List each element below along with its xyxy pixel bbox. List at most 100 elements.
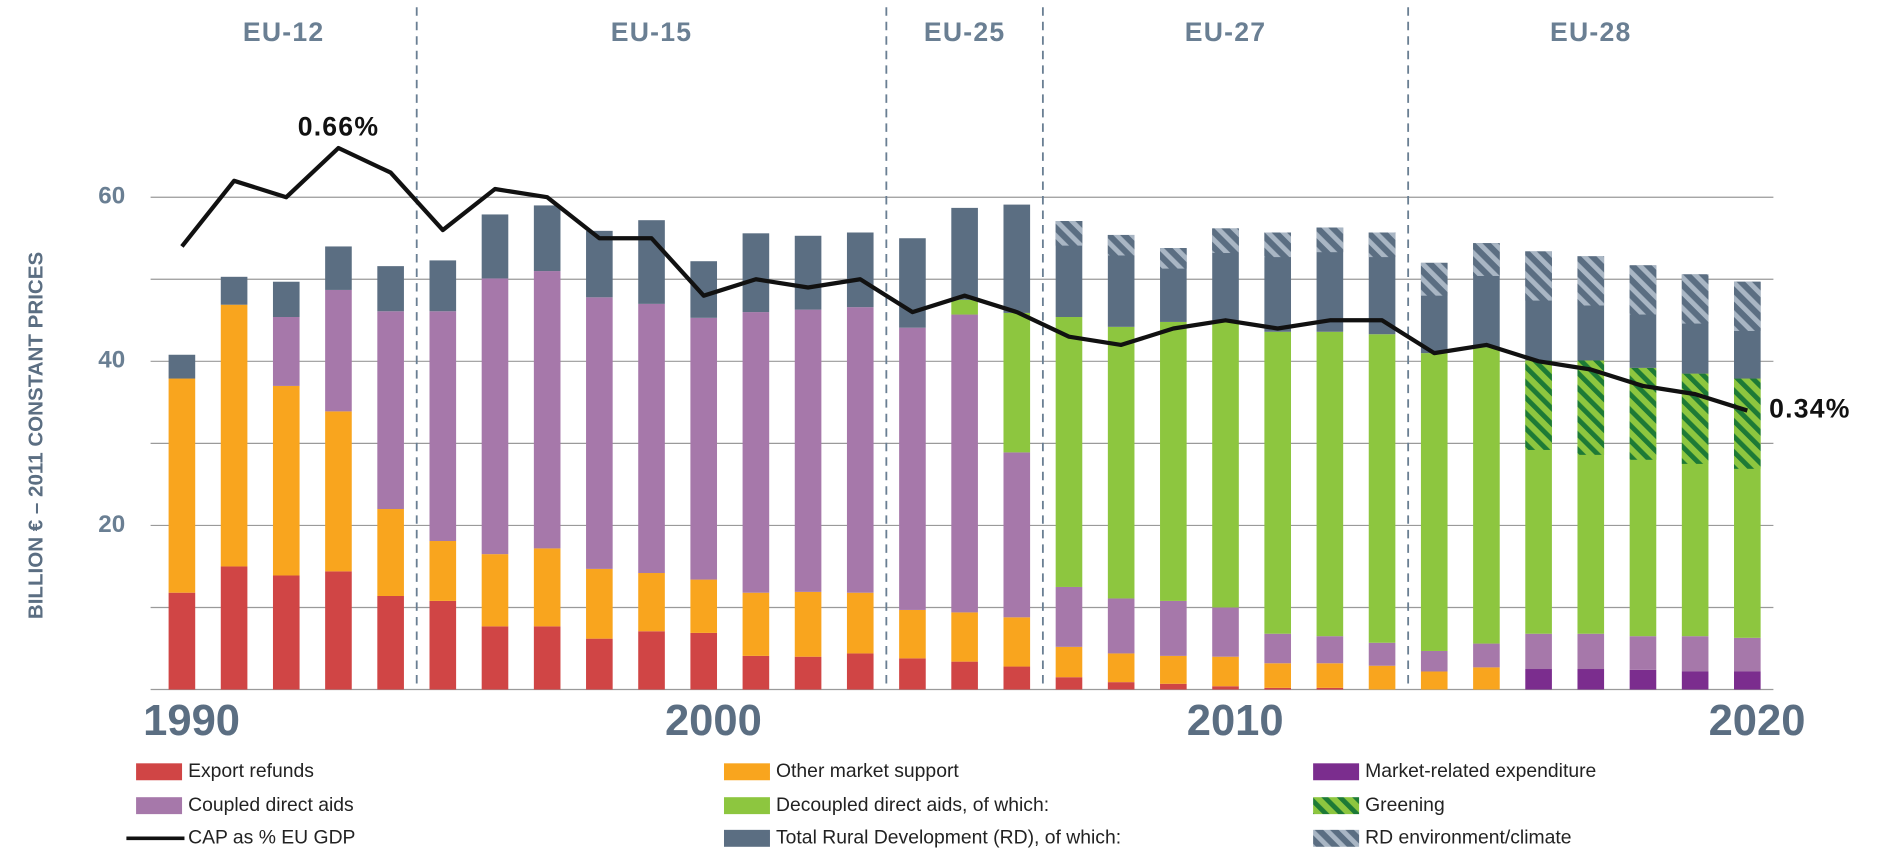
bar-segment	[1055, 317, 1083, 587]
legend-swatch	[136, 763, 183, 781]
bar-segment-hatched	[1055, 221, 1083, 246]
bar-segment-hatched	[1264, 232, 1292, 258]
bar-segment-hatched	[1577, 256, 1605, 306]
bar-segment	[429, 541, 457, 601]
bar-segment	[1577, 669, 1605, 690]
bar-segment	[533, 271, 561, 549]
legend-swatch	[723, 829, 770, 847]
legend-swatch	[136, 797, 183, 815]
bar-segment-hatched	[1734, 378, 1761, 469]
bar-segment-hatched	[1107, 234, 1135, 256]
bar-segment	[1264, 331, 1292, 634]
legend-swatch	[1313, 829, 1360, 847]
bar-segment	[899, 658, 926, 690]
bar-segment	[1212, 320, 1239, 608]
bar-segment-hatched	[1316, 227, 1344, 253]
bar-segment	[1525, 633, 1552, 670]
bar-segment	[1473, 667, 1500, 690]
bar-segment	[742, 592, 770, 656]
bar-segment-hatched	[1420, 262, 1448, 296]
bar-segment	[1525, 669, 1552, 690]
bar-segment	[1316, 663, 1344, 688]
bar-segment-hatched	[1160, 248, 1187, 269]
bar-segment	[586, 568, 613, 639]
bar-segment	[1368, 665, 1396, 690]
bar-segment-hatched	[1525, 251, 1552, 301]
legend-label: Market-related expenditure	[1365, 760, 1596, 782]
legend-label: Coupled direct aids	[188, 794, 354, 816]
bar-segment	[1681, 636, 1709, 672]
legend-swatch	[1313, 763, 1360, 781]
bar-segment	[533, 626, 561, 690]
bar-segment	[1264, 633, 1292, 664]
era-label: EU-28	[1550, 17, 1631, 47]
bar-segment	[1212, 656, 1239, 687]
bar-segment	[325, 289, 352, 412]
bar-segment	[951, 207, 978, 300]
bar-segment	[638, 573, 665, 632]
bar-segment	[1316, 687, 1344, 690]
bar-segment	[377, 311, 404, 510]
bar-segment	[846, 307, 874, 593]
legend-label: CAP as % EU GDP	[188, 826, 355, 848]
bar-segment	[1473, 643, 1500, 668]
bar-segment	[690, 261, 718, 318]
bar-segment	[1264, 687, 1292, 690]
legend-label: RD environment/climate	[1365, 826, 1571, 848]
bar-segment	[1160, 683, 1187, 690]
bar-segment	[794, 656, 822, 690]
bar-segment-hatched	[1212, 228, 1239, 254]
x-tick-label: 2010	[1187, 697, 1284, 745]
bar-segment	[638, 631, 665, 690]
bar-segment	[638, 303, 665, 574]
bar-segment	[429, 311, 457, 542]
bar-segment	[846, 592, 874, 654]
legend-swatch	[1313, 797, 1360, 815]
legend-label: Total Rural Development (RD), of which:	[776, 826, 1121, 848]
bar-segment	[1003, 666, 1031, 690]
bar-segment	[586, 638, 613, 690]
y-tick-label: 60	[98, 183, 125, 210]
legend-label: Decoupled direct aids, of which:	[776, 794, 1049, 816]
bar-segment	[481, 278, 509, 555]
bar-segment-hatched	[1525, 360, 1552, 450]
bar-segment	[899, 609, 926, 659]
bar-segment-hatched	[1473, 243, 1500, 276]
bar-segment	[951, 661, 978, 690]
bar-segment	[1003, 312, 1031, 453]
bar-segment	[1681, 671, 1709, 690]
bar-segment	[220, 566, 248, 690]
era-label: EU-15	[611, 17, 692, 47]
bar-segment	[1003, 617, 1031, 667]
bar-segment	[1420, 353, 1448, 651]
bar-segment	[1003, 204, 1031, 313]
bar-segment	[1107, 598, 1135, 654]
era-label: EU-27	[1185, 17, 1266, 47]
bar-segment	[742, 655, 770, 690]
bar-segment	[272, 385, 300, 576]
bar-segment	[481, 214, 509, 279]
bar-segment	[846, 232, 874, 308]
bar-segment	[168, 378, 196, 593]
bar-segment	[1316, 331, 1344, 637]
bar-segment	[220, 304, 248, 567]
bar-segment	[690, 317, 718, 580]
bar-segment	[951, 612, 978, 662]
bar-segment	[325, 246, 352, 290]
bar-segment	[1055, 586, 1083, 647]
bar-segment	[481, 554, 509, 627]
bar-segment	[1629, 636, 1657, 670]
x-tick-label: 1990	[143, 697, 240, 745]
bar-segment	[1160, 321, 1187, 601]
legend-label: Other market support	[776, 760, 959, 782]
bar-segment	[220, 276, 248, 305]
bar-segment	[1212, 607, 1239, 657]
bar-segment	[1316, 636, 1344, 664]
bar-segment	[794, 309, 822, 592]
bar-segment-hatched	[1368, 232, 1396, 258]
line	[180, 145, 1748, 413]
bar-segment-hatched	[1681, 373, 1709, 464]
y-tick-label: 40	[98, 347, 125, 374]
